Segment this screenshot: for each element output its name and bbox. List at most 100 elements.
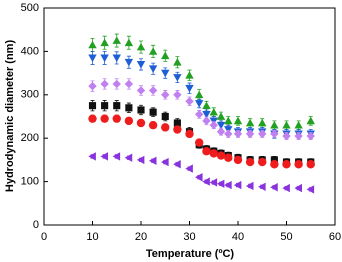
marker	[100, 114, 109, 123]
marker	[161, 90, 170, 99]
marker	[124, 79, 134, 89]
marker	[233, 129, 243, 139]
marker	[88, 54, 97, 63]
marker	[245, 129, 255, 139]
marker	[136, 155, 145, 165]
marker	[149, 108, 157, 116]
marker	[294, 183, 302, 193]
marker	[112, 114, 121, 123]
marker	[88, 102, 97, 110]
marker	[282, 120, 291, 129]
marker	[209, 107, 218, 116]
marker	[148, 156, 157, 165]
marker	[148, 47, 158, 55]
marker	[306, 116, 315, 125]
marker	[113, 102, 121, 110]
marker	[173, 119, 181, 127]
marker	[306, 160, 315, 169]
x-tick-label: 0	[41, 231, 47, 243]
y-tick-label: 300	[21, 89, 39, 101]
marker	[224, 129, 233, 139]
marker	[224, 116, 233, 125]
marker	[282, 160, 291, 169]
marker	[282, 183, 290, 193]
x-tick-label: 10	[86, 231, 98, 243]
marker	[173, 160, 181, 169]
marker	[185, 71, 194, 79]
marker	[173, 90, 182, 99]
marker	[202, 177, 210, 186]
marker	[202, 110, 211, 119]
marker	[100, 152, 108, 161]
y-tick-label: 400	[21, 45, 39, 57]
marker	[224, 153, 233, 162]
y-tick-label: 500	[21, 2, 39, 14]
marker	[216, 179, 225, 188]
marker	[148, 86, 158, 95]
marker	[88, 114, 97, 123]
marker	[100, 79, 109, 89]
marker	[202, 147, 211, 156]
marker	[258, 157, 267, 167]
marker	[270, 129, 279, 139]
y-tick-label: 200	[21, 132, 39, 144]
marker	[88, 81, 97, 91]
x-tick-label: 30	[183, 231, 195, 243]
marker	[245, 157, 255, 167]
marker	[148, 120, 158, 130]
marker	[209, 120, 218, 130]
marker	[148, 65, 158, 73]
marker	[209, 149, 218, 158]
marker	[216, 151, 226, 160]
marker	[294, 120, 303, 129]
marker	[209, 178, 218, 187]
y-tick-label: 0	[33, 219, 39, 231]
marker	[270, 120, 279, 129]
marker	[112, 54, 121, 63]
marker	[112, 36, 121, 44]
marker	[100, 54, 109, 63]
x-axis-title: Temperature (ºC)	[146, 248, 234, 260]
marker	[124, 38, 134, 47]
marker	[195, 138, 204, 147]
marker	[136, 118, 146, 128]
y-axis-title: Hydrodynamic diameter (nm)	[4, 40, 16, 193]
marker	[161, 157, 169, 167]
marker	[185, 164, 193, 173]
marker	[136, 86, 146, 95]
marker	[202, 101, 211, 110]
marker	[124, 153, 133, 162]
marker	[270, 160, 279, 169]
marker	[136, 42, 146, 51]
marker	[258, 118, 267, 127]
marker	[270, 183, 278, 192]
marker	[258, 182, 266, 192]
marker	[88, 152, 96, 161]
marker	[224, 180, 232, 190]
marker	[124, 116, 134, 126]
marker	[137, 106, 145, 114]
marker	[294, 160, 303, 169]
x-tick-label: 40	[232, 231, 244, 243]
marker	[173, 125, 182, 134]
marker	[173, 74, 182, 82]
marker	[282, 131, 291, 141]
marker	[245, 118, 255, 127]
x-tick-label: 50	[280, 231, 292, 243]
marker	[233, 155, 243, 165]
marker	[125, 104, 133, 112]
marker	[161, 69, 170, 78]
marker	[101, 102, 109, 110]
marker	[216, 121, 226, 130]
marker	[124, 58, 134, 67]
y-tick-label: 100	[21, 176, 39, 188]
marker	[161, 112, 169, 121]
marker	[258, 129, 267, 139]
plot-frame	[43, 7, 336, 226]
marker	[136, 61, 146, 69]
marker	[216, 127, 226, 136]
marker	[161, 51, 170, 60]
marker	[185, 84, 194, 93]
marker	[185, 97, 194, 106]
marker	[306, 185, 315, 194]
